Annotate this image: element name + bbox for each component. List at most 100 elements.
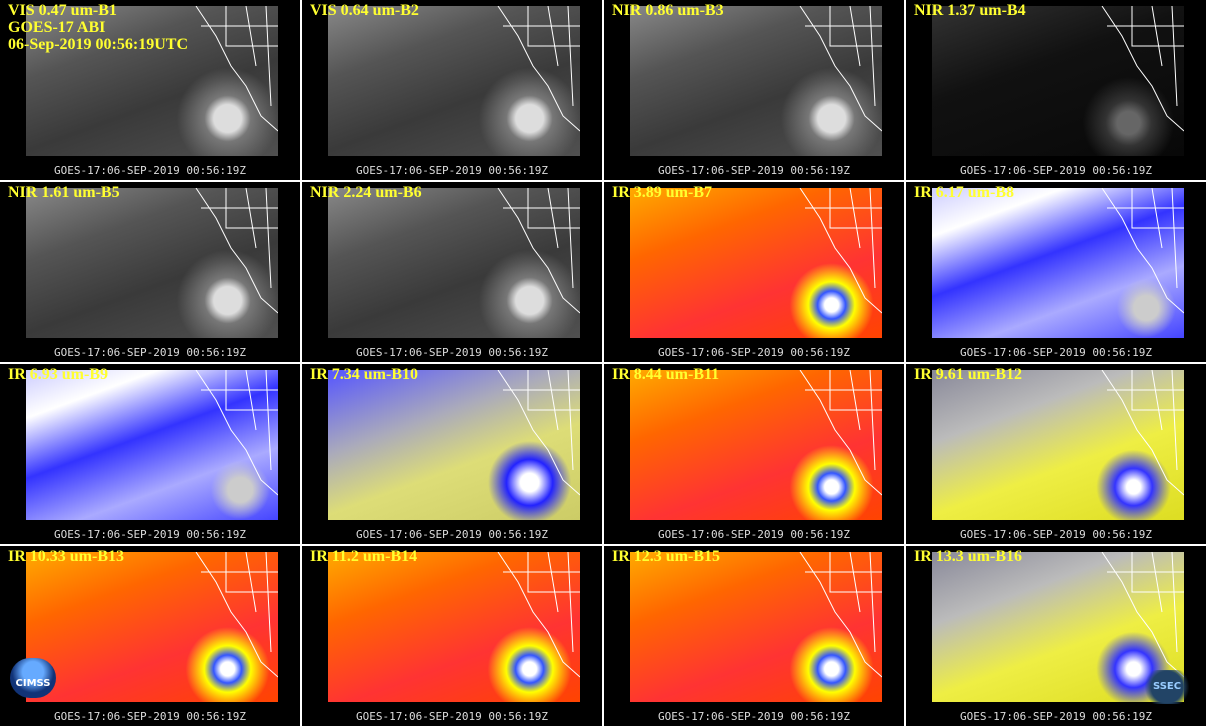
coastline [799, 370, 882, 496]
band-label: IR 6.17 um-B8 [914, 184, 1014, 201]
coastline [497, 188, 580, 314]
timestamp: GOES-17:06-SEP-2019 00:56:19Z [657, 710, 851, 723]
band-name: IR 10.33 um-B13 [8, 548, 125, 565]
band-name: NIR 1.61 um-B5 [8, 184, 120, 201]
coastline [799, 188, 882, 314]
satellite-image [26, 6, 278, 156]
satellite-image [328, 6, 580, 156]
satellite-image [328, 552, 580, 702]
band-name: NIR 1.37 um-B4 [914, 2, 1026, 19]
satellite-image [26, 552, 278, 702]
info-line: GOES-17 ABI [8, 19, 106, 36]
satellite-image [932, 188, 1184, 338]
coastline [1101, 552, 1184, 678]
satellite-panel: VIS 0.64 um-B2 GOES-17:06-SEP-2019 00:56:… [302, 0, 602, 180]
satellite-panel: IR 8.44 um-B11 GOES-17:06-SEP-2019 00:56:… [604, 364, 904, 544]
band-name: IR 3.89 um-B7 [612, 184, 713, 201]
band-label: VIS 0.47 um-B1 GOES-17 ABI 06-Sep-2019 00:… [8, 2, 188, 53]
timestamp: GOES-17:06-SEP-2019 00:56:19Z [959, 710, 1153, 723]
timestamp: GOES-17:06-SEP-2019 00:56:19Z [53, 710, 247, 723]
satellite-panel: IR 9.61 um-B12 GOES-17:06-SEP-2019 00:56:… [906, 364, 1206, 544]
coastline [799, 552, 882, 678]
satellite-image [630, 188, 882, 338]
timestamp: GOES-17:06-SEP-2019 00:56:19Z [959, 346, 1153, 359]
band-name: IR 7.34 um-B10 [310, 366, 419, 383]
coastline [1101, 6, 1184, 132]
coastline [497, 6, 580, 132]
band-name: NIR 0.86 um-B3 [612, 2, 724, 19]
satellite-panel: NIR 1.61 um-B5 GOES-17:06-SEP-2019 00:56:… [0, 182, 300, 362]
band-label: NIR 0.86 um-B3 [612, 2, 724, 19]
satellite-panel: IR 3.89 um-B7 GOES-17:06-SEP-2019 00:56:1… [604, 182, 904, 362]
band-label: IR 6.93 um-B9 [8, 366, 108, 383]
satellite-panel: IR 10.33 um-B13 GOES-17:06-SEP-2019 00:56… [0, 546, 300, 726]
timestamp: GOES-17:06-SEP-2019 00:56:19Z [959, 528, 1153, 541]
band-label: IR 3.89 um-B7 [612, 184, 712, 201]
coastline [195, 552, 278, 678]
satellite-panel: IR 6.17 um-B8 GOES-17:06-SEP-2019 00:56:1… [906, 182, 1206, 362]
band-label: NIR 2.24 um-B6 [310, 184, 422, 201]
coastline [497, 370, 580, 496]
band-name: VIS 0.47 um-B1 [8, 2, 117, 19]
logo-left: CIMSS [10, 658, 56, 698]
band-name: IR 12.3 um-B15 [612, 548, 721, 565]
coastline [1101, 370, 1184, 496]
satellite-panel: IR 7.34 um-B10 GOES-17:06-SEP-2019 00:56:… [302, 364, 602, 544]
coastline [799, 6, 882, 132]
timestamp: GOES-17:06-SEP-2019 00:56:19Z [53, 164, 247, 177]
band-label: NIR 1.37 um-B4 [914, 2, 1026, 19]
band-label: IR 8.44 um-B11 [612, 366, 719, 383]
coastline [497, 552, 580, 678]
band-name: IR 8.44 um-B11 [612, 366, 720, 383]
coastline [195, 188, 278, 314]
band-label: IR 11.2 um-B14 [310, 548, 417, 565]
satellite-image [328, 188, 580, 338]
satellite-panel: NIR 2.24 um-B6 GOES-17:06-SEP-2019 00:56:… [302, 182, 602, 362]
band-label: IR 12.3 um-B15 [612, 548, 720, 565]
info-line: 06-Sep-2019 00:56:19UTC [8, 36, 188, 53]
satellite-image [328, 370, 580, 520]
band-name: VIS 0.64 um-B2 [310, 2, 419, 19]
logo-right: SSEC [1140, 670, 1194, 704]
band-name: IR 6.17 um-B8 [914, 184, 1015, 201]
satellite-panel: NIR 1.37 um-B4 GOES-17:06-SEP-2019 00:56:… [906, 0, 1206, 180]
satellite-panel: IR 13.3 um-B16 GOES-17:06-SEP-2019 00:56:… [906, 546, 1206, 726]
timestamp: GOES-17:06-SEP-2019 00:56:19Z [657, 528, 851, 541]
band-label: IR 13.3 um-B16 [914, 548, 1022, 565]
satellite-image [26, 370, 278, 520]
satellite-panel: IR 12.3 um-B15 GOES-17:06-SEP-2019 00:56:… [604, 546, 904, 726]
coastline [1101, 188, 1184, 314]
band-name: IR 13.3 um-B16 [914, 548, 1023, 565]
band-name: NIR 2.24 um-B6 [310, 184, 422, 201]
coastline [195, 370, 278, 496]
timestamp: GOES-17:06-SEP-2019 00:56:19Z [657, 164, 851, 177]
satellite-image [932, 6, 1184, 156]
band-label: VIS 0.64 um-B2 [310, 2, 419, 19]
satellite-image [630, 552, 882, 702]
timestamp: GOES-17:06-SEP-2019 00:56:19Z [355, 710, 549, 723]
timestamp: GOES-17:06-SEP-2019 00:56:19Z [355, 164, 549, 177]
band-label: NIR 1.61 um-B5 [8, 184, 120, 201]
timestamp: GOES-17:06-SEP-2019 00:56:19Z [355, 528, 549, 541]
satellite-panel: VIS 0.47 um-B1 GOES-17 ABI 06-Sep-2019 00:… [0, 0, 300, 180]
timestamp: GOES-17:06-SEP-2019 00:56:19Z [959, 164, 1153, 177]
satellite-image [26, 188, 278, 338]
satellite-panel: NIR 0.86 um-B3 GOES-17:06-SEP-2019 00:56:… [604, 0, 904, 180]
timestamp: GOES-17:06-SEP-2019 00:56:19Z [355, 346, 549, 359]
band-label: IR 7.34 um-B10 [310, 366, 418, 383]
coastline [195, 6, 278, 132]
satellite-image [630, 6, 882, 156]
band-label: IR 9.61 um-B12 [914, 366, 1022, 383]
timestamp: GOES-17:06-SEP-2019 00:56:19Z [657, 346, 851, 359]
band-name: IR 11.2 um-B14 [310, 548, 418, 565]
satellite-panel: IR 6.93 um-B9 GOES-17:06-SEP-2019 00:56:1… [0, 364, 300, 544]
timestamp: GOES-17:06-SEP-2019 00:56:19Z [53, 346, 247, 359]
band-name: IR 9.61 um-B12 [914, 366, 1023, 383]
band-name: IR 6.93 um-B9 [8, 366, 109, 383]
satellite-panel: IR 11.2 um-B14 GOES-17:06-SEP-2019 00:56:… [302, 546, 602, 726]
timestamp: GOES-17:06-SEP-2019 00:56:19Z [53, 528, 247, 541]
band-label: IR 10.33 um-B13 [8, 548, 124, 565]
satellite-image [932, 370, 1184, 520]
satellite-image [630, 370, 882, 520]
